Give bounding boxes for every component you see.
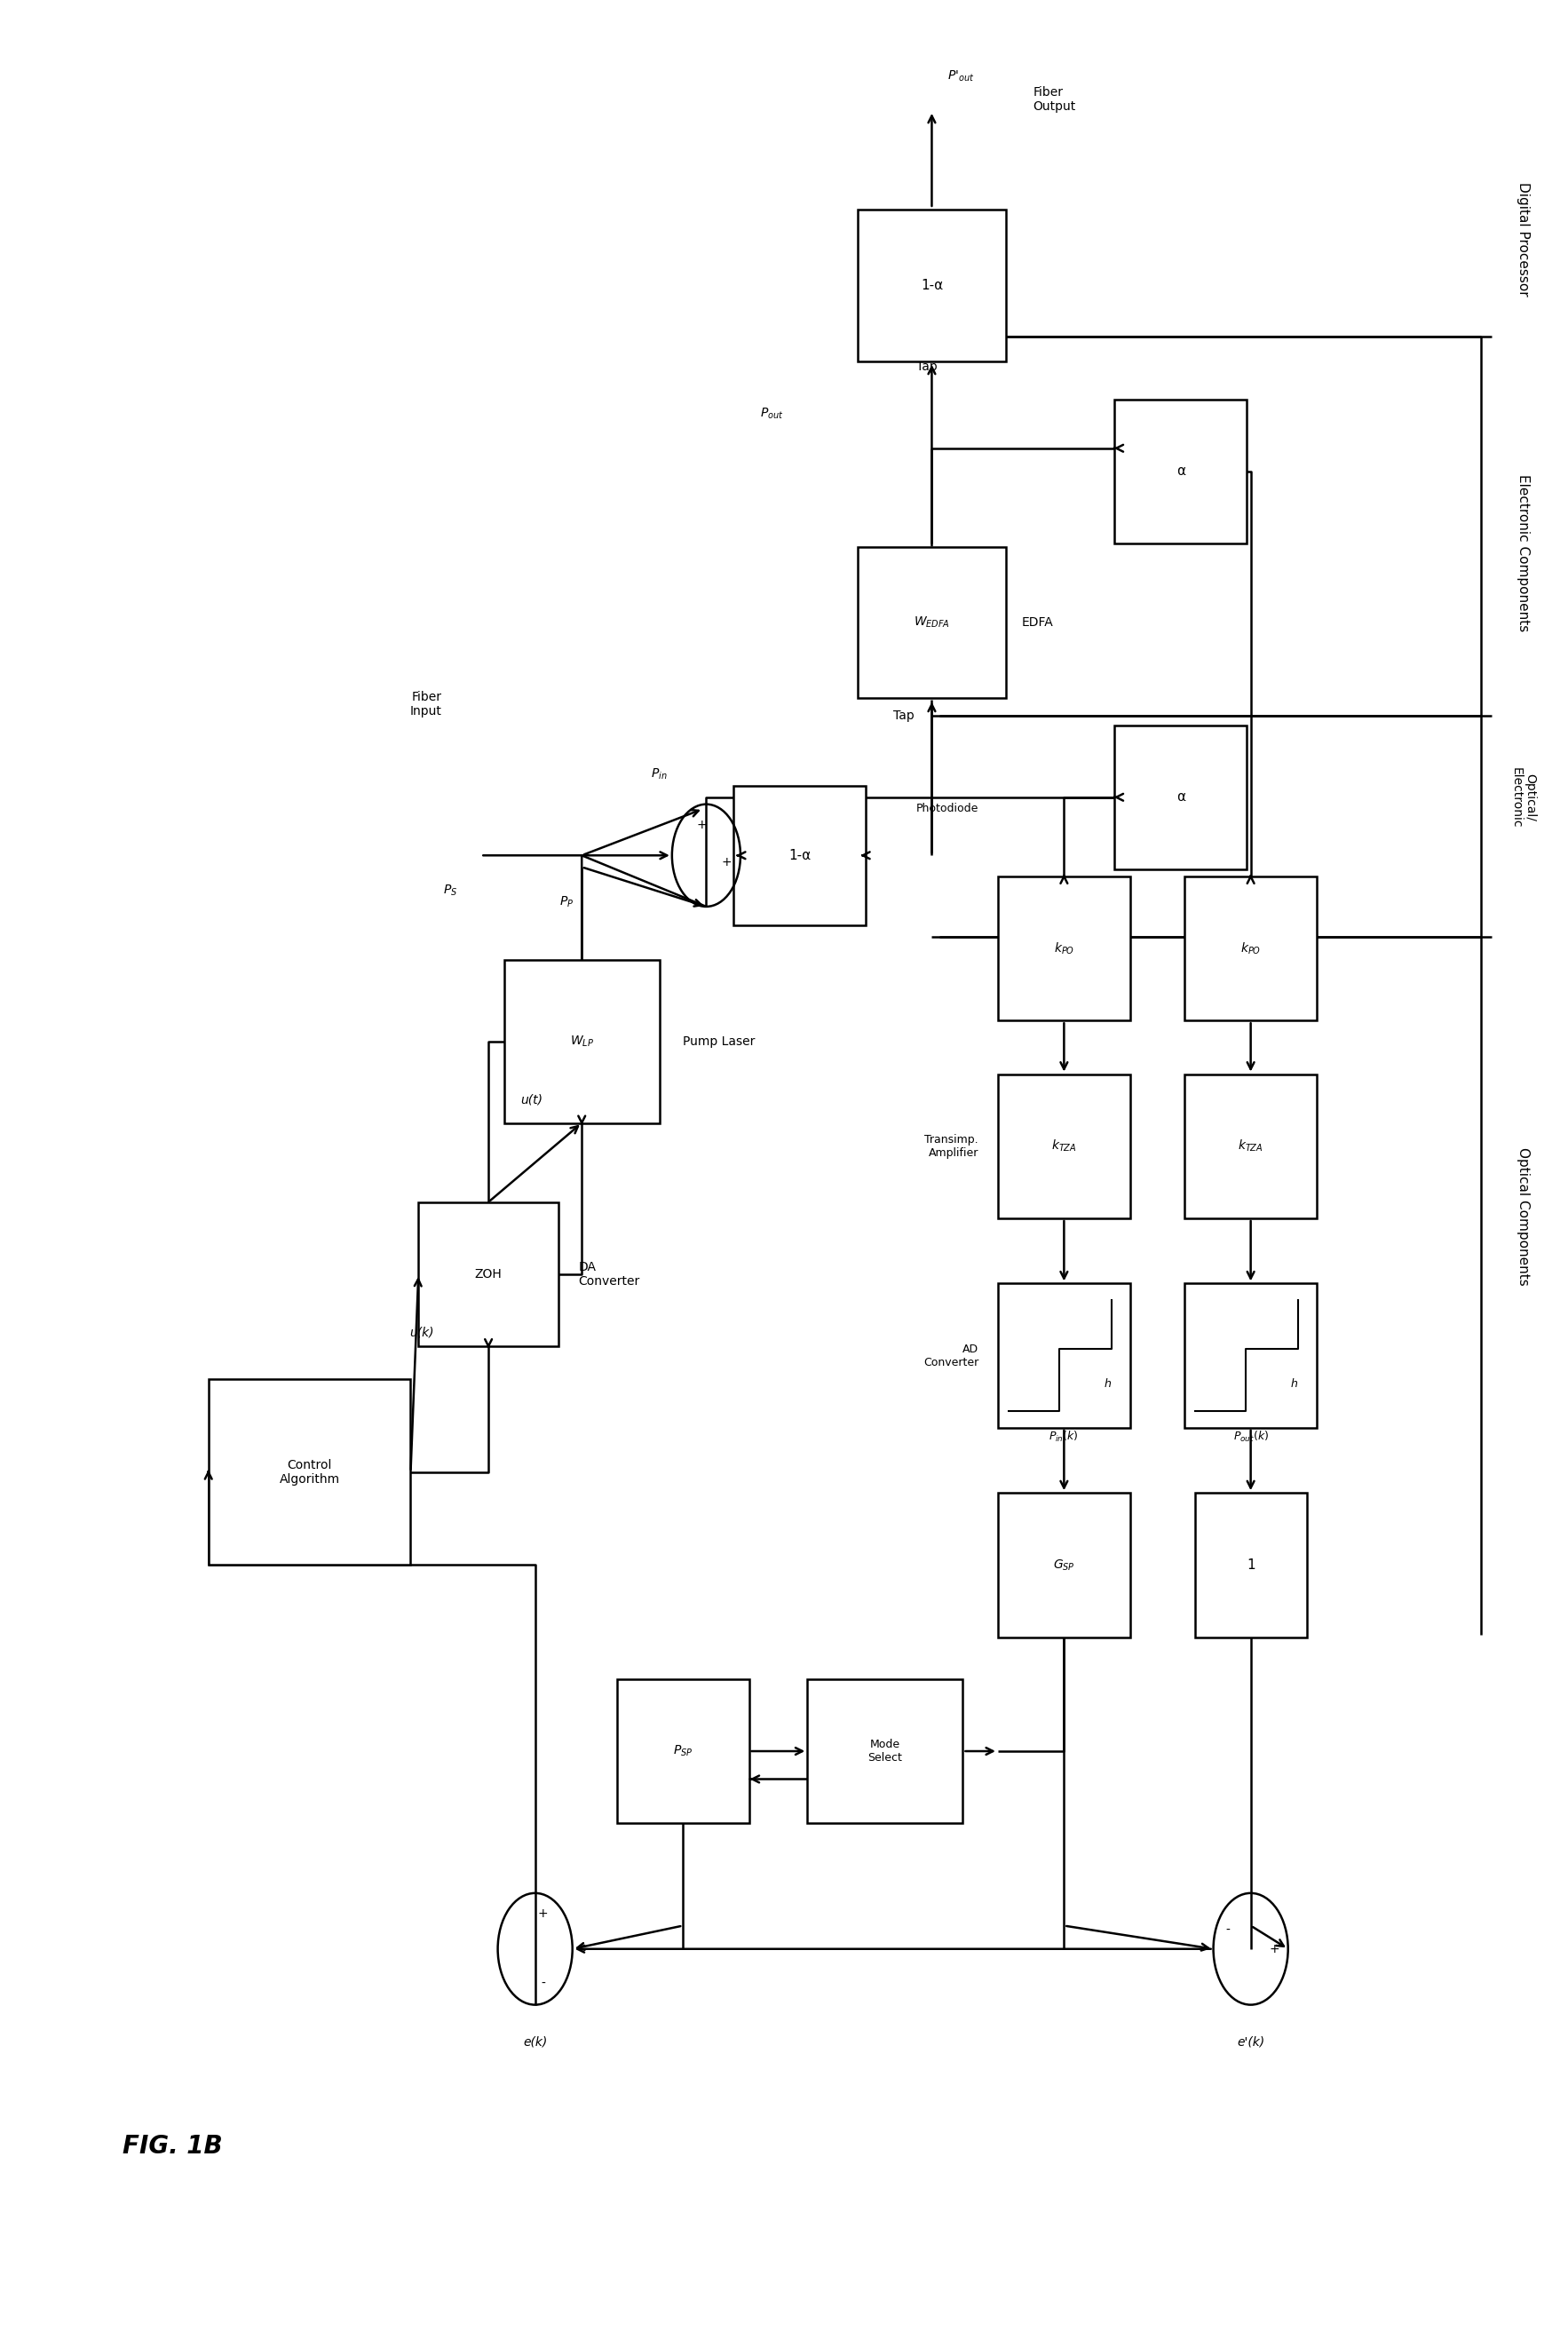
FancyBboxPatch shape	[734, 786, 866, 926]
Text: e'(k): e'(k)	[1237, 2035, 1264, 2049]
Text: $P_{in}(k)$: $P_{in}(k)$	[1049, 1429, 1079, 1443]
FancyBboxPatch shape	[997, 1284, 1131, 1427]
FancyBboxPatch shape	[1184, 1074, 1317, 1219]
Text: FIG. 1B: FIG. 1B	[122, 2133, 223, 2159]
Text: $P_{in}$: $P_{in}$	[651, 767, 668, 781]
Text: $G_{SP}$: $G_{SP}$	[1054, 1558, 1076, 1572]
FancyBboxPatch shape	[616, 1679, 750, 1824]
Text: P'$_{out}$: P'$_{out}$	[947, 68, 974, 84]
Text: $P_P$: $P_P$	[560, 893, 574, 910]
Text: e(k): e(k)	[524, 2035, 547, 2049]
Text: $k_{TZA}$: $k_{TZA}$	[1239, 1139, 1264, 1153]
Text: u(k): u(k)	[409, 1326, 434, 1338]
Text: Fiber
Input: Fiber Input	[409, 690, 442, 718]
FancyBboxPatch shape	[1115, 725, 1247, 870]
Text: ZOH: ZOH	[475, 1268, 502, 1279]
FancyBboxPatch shape	[997, 1074, 1131, 1219]
FancyBboxPatch shape	[858, 547, 1005, 699]
Text: +: +	[1269, 1944, 1279, 1955]
FancyBboxPatch shape	[808, 1679, 963, 1824]
FancyBboxPatch shape	[858, 211, 1005, 360]
FancyBboxPatch shape	[503, 959, 660, 1123]
Text: Mode
Select: Mode Select	[867, 1738, 902, 1764]
Text: $k_{TZA}$: $k_{TZA}$	[1051, 1139, 1077, 1153]
FancyBboxPatch shape	[997, 1492, 1131, 1637]
Text: $P_S$: $P_S$	[442, 884, 458, 898]
Text: DA
Converter: DA Converter	[579, 1261, 640, 1286]
Text: Digital Processor: Digital Processor	[1516, 182, 1530, 297]
FancyBboxPatch shape	[1195, 1492, 1306, 1637]
Text: 1-α: 1-α	[920, 278, 942, 292]
Text: Optical/
Electronic: Optical/ Electronic	[1510, 767, 1537, 828]
FancyBboxPatch shape	[419, 1202, 558, 1347]
Text: +: +	[538, 1909, 549, 1920]
Text: Pump Laser: Pump Laser	[684, 1036, 756, 1048]
Text: 1-α: 1-α	[789, 849, 811, 863]
Text: h: h	[1104, 1378, 1112, 1389]
Text: α: α	[1176, 465, 1185, 477]
Text: $P_{out}$: $P_{out}$	[760, 407, 784, 421]
Text: u(t): u(t)	[521, 1095, 543, 1106]
Text: h: h	[1290, 1378, 1298, 1389]
Text: $W_{EDFA}$: $W_{EDFA}$	[914, 615, 950, 629]
Text: +: +	[721, 856, 732, 868]
Text: Photodiode: Photodiode	[916, 802, 978, 814]
Text: α: α	[1176, 791, 1185, 805]
Text: +: +	[696, 819, 707, 830]
Text: $P_{SP}$: $P_{SP}$	[673, 1745, 693, 1759]
Text: Tap: Tap	[916, 360, 938, 372]
Text: EDFA: EDFA	[1022, 617, 1054, 629]
Text: Tap: Tap	[892, 709, 914, 723]
Text: $k_{PO}$: $k_{PO}$	[1054, 940, 1074, 957]
Text: Optical Components: Optical Components	[1516, 1146, 1530, 1284]
Text: Transimp.
Amplifier: Transimp. Amplifier	[925, 1134, 978, 1158]
FancyBboxPatch shape	[1115, 400, 1247, 543]
FancyBboxPatch shape	[997, 877, 1131, 1020]
FancyBboxPatch shape	[209, 1380, 411, 1565]
Text: $P_{out}(k)$: $P_{out}(k)$	[1232, 1429, 1269, 1443]
Text: -: -	[541, 1976, 546, 1990]
Text: Electronic Components: Electronic Components	[1516, 475, 1530, 632]
FancyBboxPatch shape	[1184, 877, 1317, 1020]
Text: $W_{LP}$: $W_{LP}$	[569, 1034, 594, 1048]
Text: 1: 1	[1247, 1558, 1254, 1572]
FancyBboxPatch shape	[1184, 1284, 1317, 1427]
Text: $k_{PO}$: $k_{PO}$	[1240, 940, 1261, 957]
Text: Control
Algorithm: Control Algorithm	[279, 1460, 340, 1485]
Text: AD
Converter: AD Converter	[924, 1343, 978, 1368]
Text: -: -	[1225, 1925, 1229, 1937]
Text: Fiber
Output: Fiber Output	[1033, 87, 1076, 112]
